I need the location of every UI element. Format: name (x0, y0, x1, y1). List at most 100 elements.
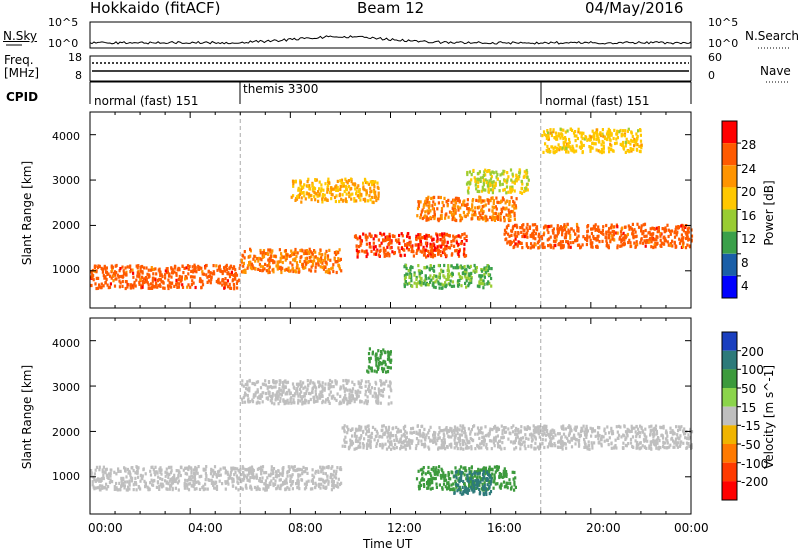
power-cell (525, 233, 528, 237)
power-cell (124, 286, 127, 291)
velocity-cell (440, 446, 443, 450)
velocity-cell (312, 397, 316, 401)
power-cell (94, 282, 97, 286)
power-cell (589, 147, 592, 151)
velocity-cell (94, 486, 98, 490)
velocity-cell (343, 440, 346, 444)
velocity-cell (570, 437, 573, 441)
velocity-cell (261, 400, 264, 404)
power-cell (303, 260, 306, 264)
velocity-cell (235, 474, 238, 478)
velocity-cell (124, 480, 127, 484)
velocity-cell (655, 429, 658, 433)
velocity-cell (477, 429, 480, 433)
power-cell (422, 203, 426, 207)
velocity-cell (226, 479, 229, 483)
velocity-cell (321, 468, 324, 472)
velocity-cell (268, 394, 271, 398)
velocity-cell (264, 479, 267, 483)
power-cell (581, 243, 584, 247)
power-cell (593, 137, 596, 141)
power-cell (294, 257, 297, 261)
velocity-cell (105, 467, 108, 471)
velocity-cell (397, 430, 400, 434)
power-cell (296, 264, 299, 268)
power-cell (324, 197, 327, 201)
velocity-cell (287, 469, 290, 473)
velocity-cell (364, 399, 367, 403)
velocity-cell (275, 474, 278, 478)
power-cell (469, 264, 472, 268)
power-cell (215, 264, 218, 268)
velocity-cell (342, 400, 345, 404)
velocity-cell (276, 397, 279, 401)
velocity-cell (324, 382, 327, 386)
power-cell (410, 279, 413, 283)
velocity-cell (134, 476, 137, 480)
velocity-cell (346, 431, 349, 435)
velocity-cell (518, 440, 521, 444)
power-cell (469, 278, 472, 282)
velocity-cell (248, 378, 251, 383)
power-cell (507, 223, 510, 227)
velocity-cell (450, 435, 453, 439)
power-cell (618, 237, 621, 241)
velocity-cell (304, 385, 307, 389)
velocity-cell (611, 429, 614, 434)
power-cell (424, 241, 428, 245)
power-cell (635, 243, 638, 247)
power-cell (112, 271, 115, 276)
velocity-cell (323, 388, 326, 392)
power-cell (511, 187, 514, 191)
nave-tick-bottom: 0 (708, 69, 715, 82)
velocity-cell (543, 428, 546, 432)
power-cell (321, 200, 324, 204)
power-cell (591, 227, 594, 231)
velocity-cell (496, 427, 499, 432)
power-cell (130, 283, 133, 287)
power-cell (626, 232, 629, 237)
power-cell (596, 235, 599, 239)
power-cell (373, 195, 376, 199)
power-cell (111, 265, 114, 269)
velocity-cell (270, 468, 273, 472)
power-cell (684, 246, 688, 250)
velocity-cell (256, 388, 259, 392)
velocity-cell (311, 487, 314, 491)
power-cell (572, 131, 576, 135)
power-cell (591, 129, 594, 133)
power-cell (582, 235, 585, 239)
velocity-cell (672, 430, 675, 434)
power-cell (370, 249, 373, 253)
power-cell (673, 230, 676, 234)
power-cell (565, 146, 568, 150)
velocity-cell (410, 441, 413, 445)
velocity-cell (246, 383, 249, 387)
velocity-cell (643, 432, 646, 436)
velocity-cell (291, 481, 294, 485)
velocity-cell (172, 476, 176, 480)
power-cell (439, 282, 442, 286)
power-cell (313, 190, 316, 195)
power-cell (278, 248, 281, 252)
power-cell (563, 147, 566, 151)
power-cell (480, 282, 483, 286)
power-cell (517, 175, 520, 179)
power-cell (368, 194, 371, 198)
velocity-cell (267, 485, 270, 489)
power-cell (669, 229, 672, 233)
velocity-cell (512, 424, 515, 428)
power-cell (417, 246, 420, 250)
velocity-cell (137, 485, 140, 489)
power-cell (608, 150, 611, 154)
velocity-cell (272, 379, 275, 383)
power-cell (639, 150, 642, 154)
power-cell (279, 266, 282, 270)
velocity-cell (91, 480, 94, 484)
power-cell (549, 244, 552, 249)
power-cell (141, 264, 144, 269)
velocity-cell (170, 465, 173, 469)
power-cell (567, 142, 570, 146)
power-cell (330, 192, 333, 197)
power-cell (242, 261, 245, 265)
